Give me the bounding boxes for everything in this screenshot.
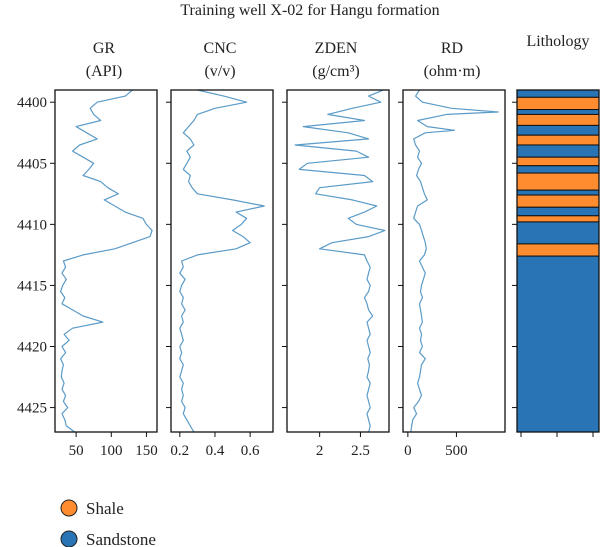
- lithology-interval-sandstone: [516, 124, 600, 136]
- lithology-interval-sandstone: [516, 255, 600, 433]
- legend-sandstone-marker: [60, 530, 78, 547]
- lithology-track-frame: [516, 89, 600, 433]
- depth-tick-label: 4410: [17, 217, 47, 233]
- legend-sandstone-label: Sandstone: [86, 530, 156, 547]
- lithology-interval-shale: [516, 156, 600, 167]
- zden-track-unit: (g/cm³): [312, 63, 359, 80]
- cnc-track-unit: (v/v): [204, 63, 235, 80]
- cnc-x-tick-label: 0.4: [206, 443, 225, 459]
- gr-track-frame: [54, 89, 158, 433]
- lithology-interval-shale: [516, 134, 600, 146]
- legend-shale-marker: [60, 499, 78, 517]
- rd-x-tick-label: 500: [445, 443, 468, 459]
- gr-x-tick-label: 50: [69, 443, 84, 459]
- lithology-interval-shale: [516, 96, 600, 111]
- cnc-x-tick-label: 0.2: [170, 443, 189, 459]
- lithology-interval-sandstone: [516, 206, 600, 217]
- plot-layer: 50 100 150 0.2 0.4 0.6 2 2.5 0 500 4400 4405 4410 441…: [17, 89, 600, 459]
- lithology-interval-sandstone: [516, 221, 600, 245]
- zden-track-name: ZDEN: [315, 40, 358, 57]
- legend-shale-label: Shale: [86, 499, 124, 518]
- lithology-interval-shale: [516, 113, 600, 126]
- lithology-interval-sandstone: [516, 165, 600, 174]
- cnc-curve: [179, 89, 265, 433]
- gr-track-unit: (API): [86, 63, 122, 80]
- lithology-interval-shale: [516, 243, 600, 257]
- lithology-track-name: Lithology: [526, 33, 589, 50]
- cnc-x-tick-label: 0.6: [241, 443, 260, 459]
- zden-track-frame: [286, 89, 390, 433]
- lithology-interval-shale: [516, 172, 600, 191]
- depth-tick-label: 4425: [17, 401, 47, 417]
- depth-tick-label: 4420: [17, 340, 47, 356]
- gr-track-name: GR: [93, 40, 116, 57]
- gr-x-tick-label: 150: [135, 443, 158, 459]
- lithology-interval-sandstone: [516, 109, 600, 115]
- zden-x-tick-label: 2: [316, 443, 324, 459]
- rd-curve: [410, 89, 499, 433]
- gr-x-tick-label: 100: [100, 443, 123, 459]
- lithology-interval-sandstone: [516, 89, 600, 98]
- rd-x-tick-label: 0: [404, 443, 412, 459]
- zden-x-tick-label: 2.5: [351, 443, 370, 459]
- cnc-track-frame: [170, 89, 274, 433]
- rd-track-frame: [402, 89, 506, 433]
- zden-curve: [294, 89, 386, 433]
- depth-tick-label: 4405: [17, 156, 47, 172]
- lithology-interval-sandstone: [516, 189, 600, 196]
- chart-title: Training well X-02 for Hangu formation: [180, 2, 439, 19]
- lithology-interval-sandstone: [516, 144, 600, 158]
- gr-curve: [59, 89, 153, 433]
- depth-tick-label: 4415: [17, 278, 47, 294]
- depth-tick-label: 4400: [17, 95, 47, 111]
- lithology-interval-shale: [516, 215, 600, 223]
- lithology-interval-shale: [516, 194, 600, 208]
- rd-track-name: RD: [441, 40, 463, 57]
- rd-track-unit: (ohm·m): [424, 63, 481, 80]
- cnc-track-name: CNC: [204, 40, 237, 57]
